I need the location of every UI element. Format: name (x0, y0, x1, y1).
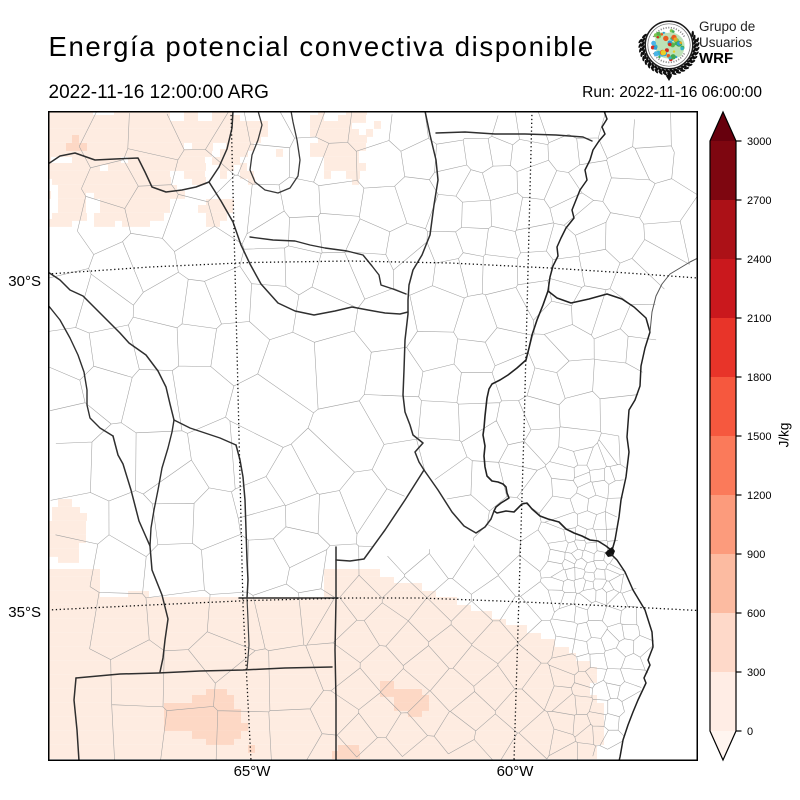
svg-text:600: 600 (747, 608, 765, 620)
svg-text:300: 300 (747, 667, 765, 679)
svg-text:1800: 1800 (747, 372, 771, 384)
svg-text:1200: 1200 (747, 490, 771, 502)
svg-text:2400: 2400 (747, 254, 771, 266)
svg-text:900: 900 (747, 549, 765, 561)
svg-text:3000: 3000 (747, 136, 771, 148)
svg-text:1500: 1500 (747, 431, 771, 443)
svg-text:0: 0 (747, 726, 753, 738)
svg-text:J/kg: J/kg (777, 423, 792, 448)
svg-text:2100: 2100 (747, 313, 771, 325)
svg-text:2700: 2700 (747, 195, 771, 207)
